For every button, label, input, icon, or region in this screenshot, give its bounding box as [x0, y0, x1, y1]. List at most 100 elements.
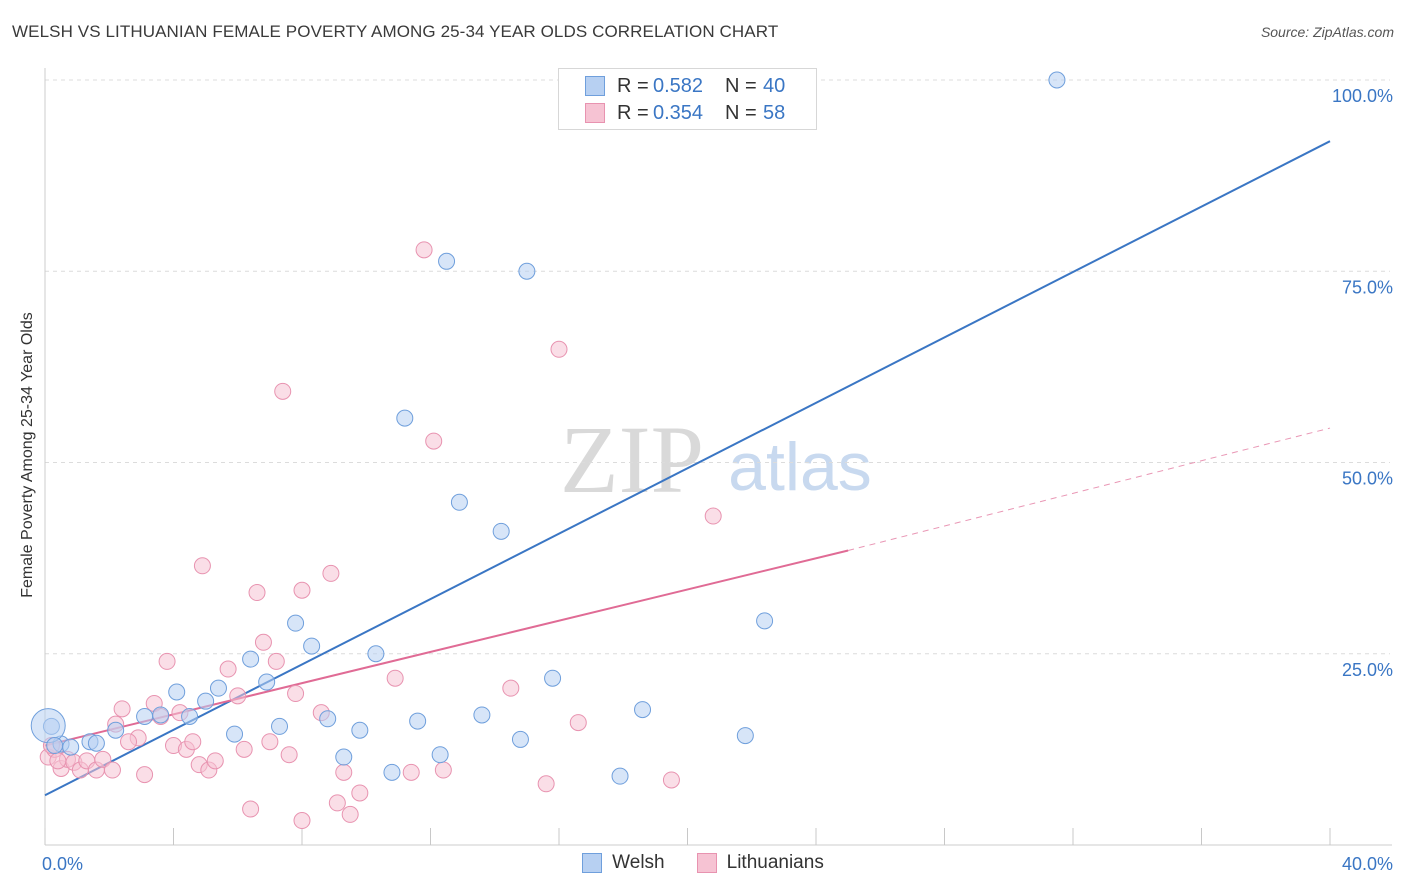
lithuanian-point — [94, 750, 112, 768]
lithuanian-point — [193, 557, 211, 575]
lithuanian-trend-extension — [848, 427, 1331, 551]
lithuanian-point — [322, 564, 340, 582]
gridlines — [45, 79, 1390, 655]
stats-legend: R = 0.582 N = 40 R = 0.354 N = 58 — [558, 68, 817, 130]
legend-row-welsh: R = 0.582 N = 40 — [585, 74, 785, 98]
welsh-point — [168, 683, 186, 701]
welsh-point — [107, 721, 125, 739]
lithuanian-point — [537, 775, 555, 793]
r-value: 0.354 — [653, 101, 704, 124]
legend-label: Lithuanians — [726, 852, 824, 873]
lithuanian-point — [402, 763, 420, 781]
welsh-point — [450, 493, 468, 511]
lithuanian-point — [242, 800, 260, 818]
welsh-point — [438, 252, 456, 270]
lithuanian-point — [206, 752, 224, 770]
welsh-point — [152, 706, 170, 724]
lithuanian-point — [158, 652, 176, 670]
lithuanian-point — [219, 660, 237, 678]
series-legend: Welsh Lithuanians — [0, 852, 1406, 874]
watermark-atlas: atlas — [728, 429, 872, 505]
lithuanian-point — [434, 761, 452, 779]
lithuanian-point — [328, 794, 346, 812]
welsh-point — [62, 738, 80, 756]
y-tick-label: 50.0% — [1342, 469, 1393, 489]
welsh-point — [492, 522, 510, 540]
lithuanian-point — [415, 241, 433, 259]
welsh-point — [431, 746, 449, 764]
welsh-swatch — [585, 76, 605, 96]
welsh-point — [258, 673, 276, 691]
lithuanian-point — [341, 805, 359, 823]
lithuanian-point — [248, 584, 266, 602]
welsh-point — [396, 409, 414, 427]
lithuanian-point — [184, 733, 202, 751]
legend-label: Welsh — [612, 852, 665, 873]
lithuanian-point — [136, 766, 154, 784]
welsh-swatch — [582, 853, 603, 873]
lithuanian-point — [235, 740, 253, 758]
welsh-point — [271, 717, 289, 735]
legend-item-lithuanians: Lithuanians — [696, 852, 824, 874]
lithuanian-point — [293, 581, 311, 599]
lithuanian-point — [550, 340, 568, 358]
lithuanian-point — [229, 687, 247, 705]
welsh-point — [409, 712, 427, 730]
welsh-point — [226, 725, 244, 743]
legend-row-lithuanians: R = 0.354 N = 58 — [585, 101, 785, 125]
lithuanian-point — [267, 652, 285, 670]
n-label: N = — [725, 74, 757, 97]
welsh-point — [756, 612, 774, 630]
x-tick-label: 40.0% — [1342, 854, 1393, 874]
watermark-zip: ZIP — [560, 406, 704, 513]
welsh-point — [473, 706, 491, 724]
welsh-point — [611, 767, 629, 785]
welsh-point — [351, 721, 369, 739]
lithuanians-swatch — [585, 103, 605, 123]
lithuanian-point — [49, 752, 67, 770]
lithuanian-point — [103, 761, 121, 779]
source-credit: Source: ZipAtlas.com — [1260, 24, 1394, 40]
lithuanians-swatch — [696, 853, 717, 873]
r-label: R = — [617, 101, 649, 124]
lithuanian-point — [254, 633, 272, 651]
welsh-point — [303, 637, 321, 655]
welsh-trend-line — [44, 140, 1331, 797]
data-points — [30, 71, 1066, 830]
lithuanian-point — [335, 763, 353, 781]
welsh-point — [209, 679, 227, 697]
lithuanian-point — [425, 432, 443, 450]
lithuanian-point — [113, 700, 131, 718]
r-label: R = — [617, 74, 649, 97]
lithuanian-point — [704, 507, 722, 525]
lithuanian-point — [569, 714, 587, 732]
welsh-point — [634, 701, 652, 719]
x-tick-label: 0.0% — [42, 854, 83, 874]
r-value: 0.582 — [653, 74, 704, 97]
welsh-point — [518, 262, 536, 280]
legend-item-welsh: Welsh — [582, 852, 665, 874]
tick-labels: 25.0% 50.0% 75.0% 100.0% 0.0% 40.0% — [42, 86, 1393, 874]
welsh-point — [30, 708, 66, 744]
welsh-point — [181, 707, 199, 725]
lithuanian-point — [120, 733, 138, 751]
welsh-point — [46, 737, 64, 755]
lithuanian-point — [287, 685, 305, 703]
welsh-point — [197, 692, 215, 710]
n-value: 58 — [763, 101, 786, 124]
lithuanian-point — [280, 746, 298, 764]
welsh-point — [287, 614, 305, 632]
lithuanian-point — [386, 669, 404, 687]
watermark: ZIP atlas — [560, 406, 872, 513]
welsh-point — [1048, 71, 1066, 89]
n-value: 40 — [763, 74, 786, 97]
welsh-point — [136, 707, 154, 725]
lithuanian-point — [502, 679, 520, 697]
welsh-point — [511, 730, 529, 748]
welsh-point — [367, 645, 385, 663]
y-tick-label: 100.0% — [1332, 86, 1393, 106]
welsh-point — [319, 710, 337, 728]
lithuanian-point — [351, 784, 369, 802]
welsh-point — [242, 650, 260, 668]
